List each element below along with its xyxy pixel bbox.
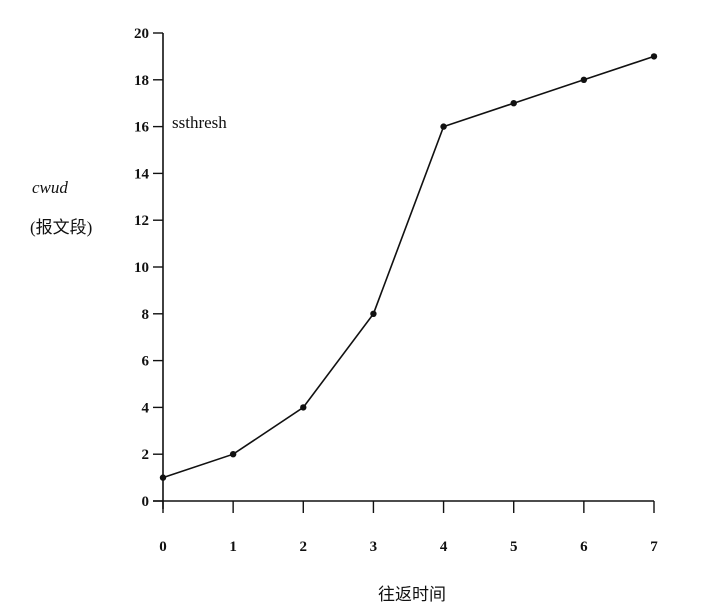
data-point <box>440 123 447 130</box>
series-line <box>162 55 655 479</box>
y-tick-label: 16 <box>134 120 150 136</box>
x-axis-label: 往返时间 <box>378 585 446 604</box>
x-tick-label: 7 <box>650 539 658 555</box>
data-point <box>300 404 307 411</box>
data-point <box>650 53 658 60</box>
data-point <box>510 100 517 107</box>
y-tick-label: 6 <box>142 354 150 370</box>
x-tick-label: 1 <box>229 539 237 555</box>
y-tick-label: 20 <box>134 26 149 42</box>
data-point <box>229 451 237 458</box>
x-tick-label: 6 <box>580 539 588 555</box>
data-point <box>370 310 377 317</box>
x-tick-label: 5 <box>510 539 518 555</box>
x-tick-label: 3 <box>370 539 378 555</box>
data-point <box>580 76 588 84</box>
y-tick-label: 18 <box>134 73 149 89</box>
y-tick-label: 10 <box>134 260 149 276</box>
data-point <box>159 474 167 481</box>
ssthresh-annotation: ssthresh <box>172 113 227 132</box>
y-axis-label: cwud <box>32 178 68 197</box>
y-tick-label: 12 <box>134 213 149 229</box>
axes <box>153 33 654 509</box>
series <box>159 53 658 481</box>
y-tick-label: 2 <box>142 447 150 463</box>
x-tick-label: 4 <box>440 539 448 555</box>
y-axis-unit-label: (报文段) <box>30 218 92 237</box>
y-tick-label: 8 <box>142 307 150 323</box>
x-tick-label: 2 <box>300 539 308 555</box>
y-ticks: 0 2 4 6 8 10 12 14 16 18 20 <box>134 26 163 510</box>
x-ticks: 0 1 2 3 4 5 6 7 <box>159 501 658 555</box>
y-tick-label: 4 <box>142 400 150 416</box>
y-tick-label: 0 <box>142 494 150 510</box>
x-tick-label: 0 <box>159 539 167 555</box>
y-tick-label: 14 <box>134 166 150 182</box>
